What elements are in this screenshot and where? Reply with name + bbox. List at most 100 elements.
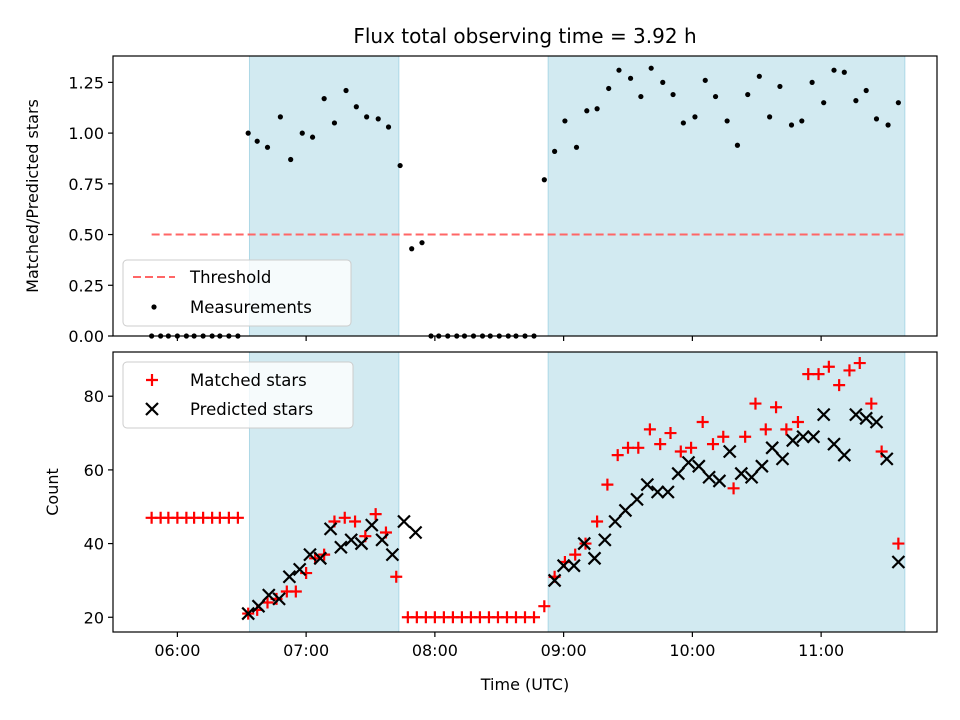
measurement-point: [799, 118, 805, 124]
predicted-star-point: [891, 555, 906, 569]
measurement-point: [734, 142, 741, 148]
matched-star-point: [875, 445, 888, 458]
measurement-point: [552, 148, 558, 154]
predicted-star-point: [556, 558, 571, 573]
measurement-point: [594, 106, 600, 112]
bottom-panel: 06:00 07:00 08:00 09:00 10:00 11:00 20 40 60 80 Co…: [43, 351, 938, 660]
top-panel: 0.00 0.25 0.50 0.75 1.00 1.25 Matched/Predicte…: [23, 55, 938, 346]
measurement-point: [756, 73, 762, 79]
measurement-point: [606, 85, 612, 92]
measurement-point: [648, 65, 654, 71]
predicted-star-point: [880, 452, 894, 466]
measurement-point: [638, 93, 644, 100]
measurement-point: [584, 108, 590, 114]
measurement-point: [541, 177, 547, 183]
predicted-star-point: [587, 551, 602, 566]
predicted-star-point: [859, 411, 873, 426]
y-tick-label: 1.00: [68, 124, 104, 143]
matched-star-point: [622, 441, 634, 454]
measurement-point: [364, 114, 370, 120]
matched-star-point: [717, 430, 730, 443]
matched-star-point: [601, 478, 614, 491]
legend-threshold-label: Threshold: [189, 268, 271, 287]
matched-star-point: [843, 364, 856, 377]
matched-star-point: [853, 357, 866, 370]
matched-star-point: [822, 360, 835, 373]
measurement-point: [821, 100, 827, 106]
shaded-interval: [547, 55, 906, 337]
measurement-point: [331, 120, 338, 126]
predicted-star-point: [796, 429, 810, 444]
measurement-point: [264, 144, 271, 150]
measurement-point: [885, 122, 891, 128]
predicted-star-point: [354, 536, 369, 551]
matched-star-point: [632, 441, 645, 454]
predicted-star-point: [282, 569, 297, 584]
predicted-star-point: [661, 485, 675, 499]
legend: Matched stars Predicted stars: [122, 361, 354, 429]
shaded-interval: [547, 351, 906, 633]
matched-star-point: [569, 548, 582, 561]
measurement-point: [745, 91, 751, 98]
y-axis-label: Count: [43, 468, 62, 516]
predicted-star-point: [251, 599, 266, 613]
measurement-point: [562, 118, 568, 124]
measurement-point: [397, 162, 403, 169]
predicted-star-point: [650, 485, 665, 499]
legend-predicted-swatch: [145, 402, 159, 416]
legend-measurement-label: Measurements: [190, 298, 312, 317]
measurement-point: [767, 114, 773, 120]
x-tick-label: 11:00: [798, 641, 844, 660]
matched-star-point: [231, 511, 244, 524]
y-tick-label: 60: [84, 461, 104, 480]
x-tick-label: 06:00: [154, 641, 200, 660]
measurement-point: [895, 100, 901, 106]
matched-star-point: [770, 401, 783, 414]
measurement-point: [627, 75, 634, 81]
matched-star-point: [739, 430, 752, 443]
matched-star-point: [759, 423, 772, 436]
measurement-point: [853, 98, 859, 104]
y-tick-label: 0.75: [68, 175, 104, 194]
measurement-point: [670, 91, 676, 98]
predicted-star-point: [292, 562, 307, 577]
measurement-point: [616, 67, 622, 73]
matched-star-point: [865, 397, 878, 410]
matched-star-point: [833, 379, 846, 392]
legend-measurement-swatch: [151, 304, 157, 310]
measurement-point: [573, 144, 580, 150]
measurement-point: [254, 138, 260, 144]
measurement-point: [409, 246, 415, 252]
predicted-star-point: [837, 448, 852, 462]
predicted-star-point: [272, 592, 286, 606]
measurement-point: [712, 93, 719, 100]
measurement-point: [288, 156, 294, 163]
matched-star-point: [780, 423, 793, 436]
legend-matched-swatch: [146, 374, 158, 386]
y-tick-label: 0.50: [68, 226, 104, 245]
matched-star-point: [289, 585, 302, 598]
predicted-star-point: [775, 452, 790, 466]
measurement-point: [809, 79, 815, 85]
y-tick-label: 20: [84, 608, 104, 627]
predicted-star-point: [365, 518, 379, 532]
x-tick-label: 08:00: [412, 641, 458, 660]
measurement-point: [385, 124, 392, 130]
predicted-star-point: [816, 407, 831, 422]
matched-star-point: [696, 416, 709, 428]
measurement-point: [841, 69, 847, 75]
matched-star-point: [685, 441, 698, 454]
measurement-point: [831, 67, 837, 73]
x-tick-label: 09:00: [541, 641, 587, 660]
predicted-star-point: [640, 477, 655, 492]
plot-frame: [112, 351, 938, 633]
predicted-star-point: [692, 459, 706, 473]
predicted-star-point: [598, 533, 612, 547]
matched-star-point: [791, 416, 804, 428]
predicted-star-point: [755, 459, 769, 473]
predicted-star-point: [630, 492, 644, 507]
matched-star-point: [338, 511, 351, 524]
predicted-star-point: [408, 525, 423, 540]
legend-matched-label: Matched stars: [190, 371, 307, 390]
predicted-star-point: [786, 433, 800, 448]
